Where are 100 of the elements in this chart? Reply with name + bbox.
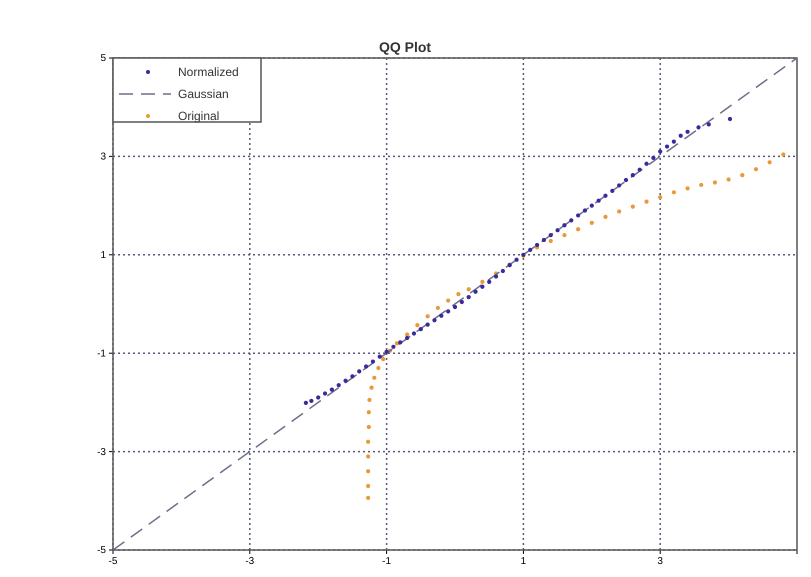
point <box>658 149 662 154</box>
point <box>672 190 676 194</box>
point <box>412 331 416 336</box>
y-tick-label: 1 <box>100 250 106 261</box>
point <box>555 228 560 232</box>
point <box>672 140 676 144</box>
point <box>768 160 772 164</box>
point <box>480 280 484 284</box>
point <box>405 336 410 340</box>
point <box>651 156 656 160</box>
point <box>330 388 334 392</box>
point <box>372 376 376 380</box>
point <box>638 168 642 172</box>
x-tick-label: -5 <box>108 556 118 568</box>
y-tick-label: -3 <box>97 446 106 458</box>
point <box>644 162 649 166</box>
point <box>384 350 389 354</box>
point <box>603 214 608 220</box>
point <box>432 318 437 322</box>
y-tick-label: -1 <box>97 348 106 360</box>
point <box>370 359 376 364</box>
legend-label: Normalized <box>178 65 239 79</box>
point <box>514 258 519 262</box>
point <box>534 242 540 248</box>
point <box>685 186 690 190</box>
point <box>728 116 732 122</box>
point <box>603 194 608 198</box>
point <box>699 182 704 188</box>
point <box>582 208 588 213</box>
point <box>754 167 758 172</box>
point <box>336 383 341 388</box>
legend-label: Gaussian <box>178 87 229 101</box>
point <box>569 218 574 222</box>
point <box>706 122 711 127</box>
point <box>480 284 484 289</box>
point <box>366 469 370 474</box>
x-tick-label: -1 <box>382 556 392 568</box>
y-tick-label: 3 <box>100 152 106 163</box>
point <box>548 233 553 238</box>
point <box>562 223 567 228</box>
point <box>576 213 580 218</box>
point <box>376 366 381 370</box>
point <box>740 172 744 178</box>
point <box>610 188 614 193</box>
point <box>452 304 458 310</box>
y-tick-label: -5 <box>97 545 106 556</box>
point <box>366 484 370 488</box>
point <box>781 152 786 157</box>
point <box>446 309 450 314</box>
point <box>364 364 368 369</box>
point <box>366 440 370 444</box>
point <box>500 268 505 274</box>
point <box>446 298 450 303</box>
point <box>357 369 362 374</box>
point <box>316 395 320 400</box>
point <box>426 322 430 327</box>
point <box>678 134 683 138</box>
point <box>494 274 498 279</box>
point <box>712 180 718 185</box>
point <box>644 200 649 204</box>
legend-label: Original <box>178 109 220 123</box>
point <box>548 238 553 244</box>
y-tick-label: 5 <box>100 53 106 64</box>
point <box>590 203 594 208</box>
point <box>460 300 464 304</box>
point <box>542 238 546 242</box>
point <box>378 354 382 359</box>
point <box>309 398 314 404</box>
point <box>617 183 622 188</box>
point <box>415 323 420 328</box>
point <box>418 326 423 332</box>
point <box>624 178 628 182</box>
point <box>576 227 580 232</box>
point <box>304 400 308 405</box>
x-tick-label: 3 <box>657 556 664 568</box>
point <box>366 410 371 414</box>
point <box>630 204 635 209</box>
point <box>685 130 690 134</box>
point <box>562 233 567 238</box>
point <box>391 344 396 349</box>
point <box>726 177 731 182</box>
point <box>366 424 371 430</box>
point <box>366 496 370 500</box>
point <box>366 454 370 459</box>
point <box>369 386 374 390</box>
point <box>664 144 670 149</box>
point <box>590 220 594 225</box>
point <box>630 172 635 178</box>
point <box>322 391 328 396</box>
point <box>487 280 492 284</box>
point <box>596 198 601 203</box>
point <box>439 314 444 318</box>
point <box>466 295 471 300</box>
point <box>466 287 471 292</box>
point <box>528 248 532 252</box>
point <box>350 374 355 378</box>
point <box>398 340 402 344</box>
x-tick-label: -3 <box>245 556 255 568</box>
point <box>426 314 430 318</box>
point <box>381 356 386 362</box>
